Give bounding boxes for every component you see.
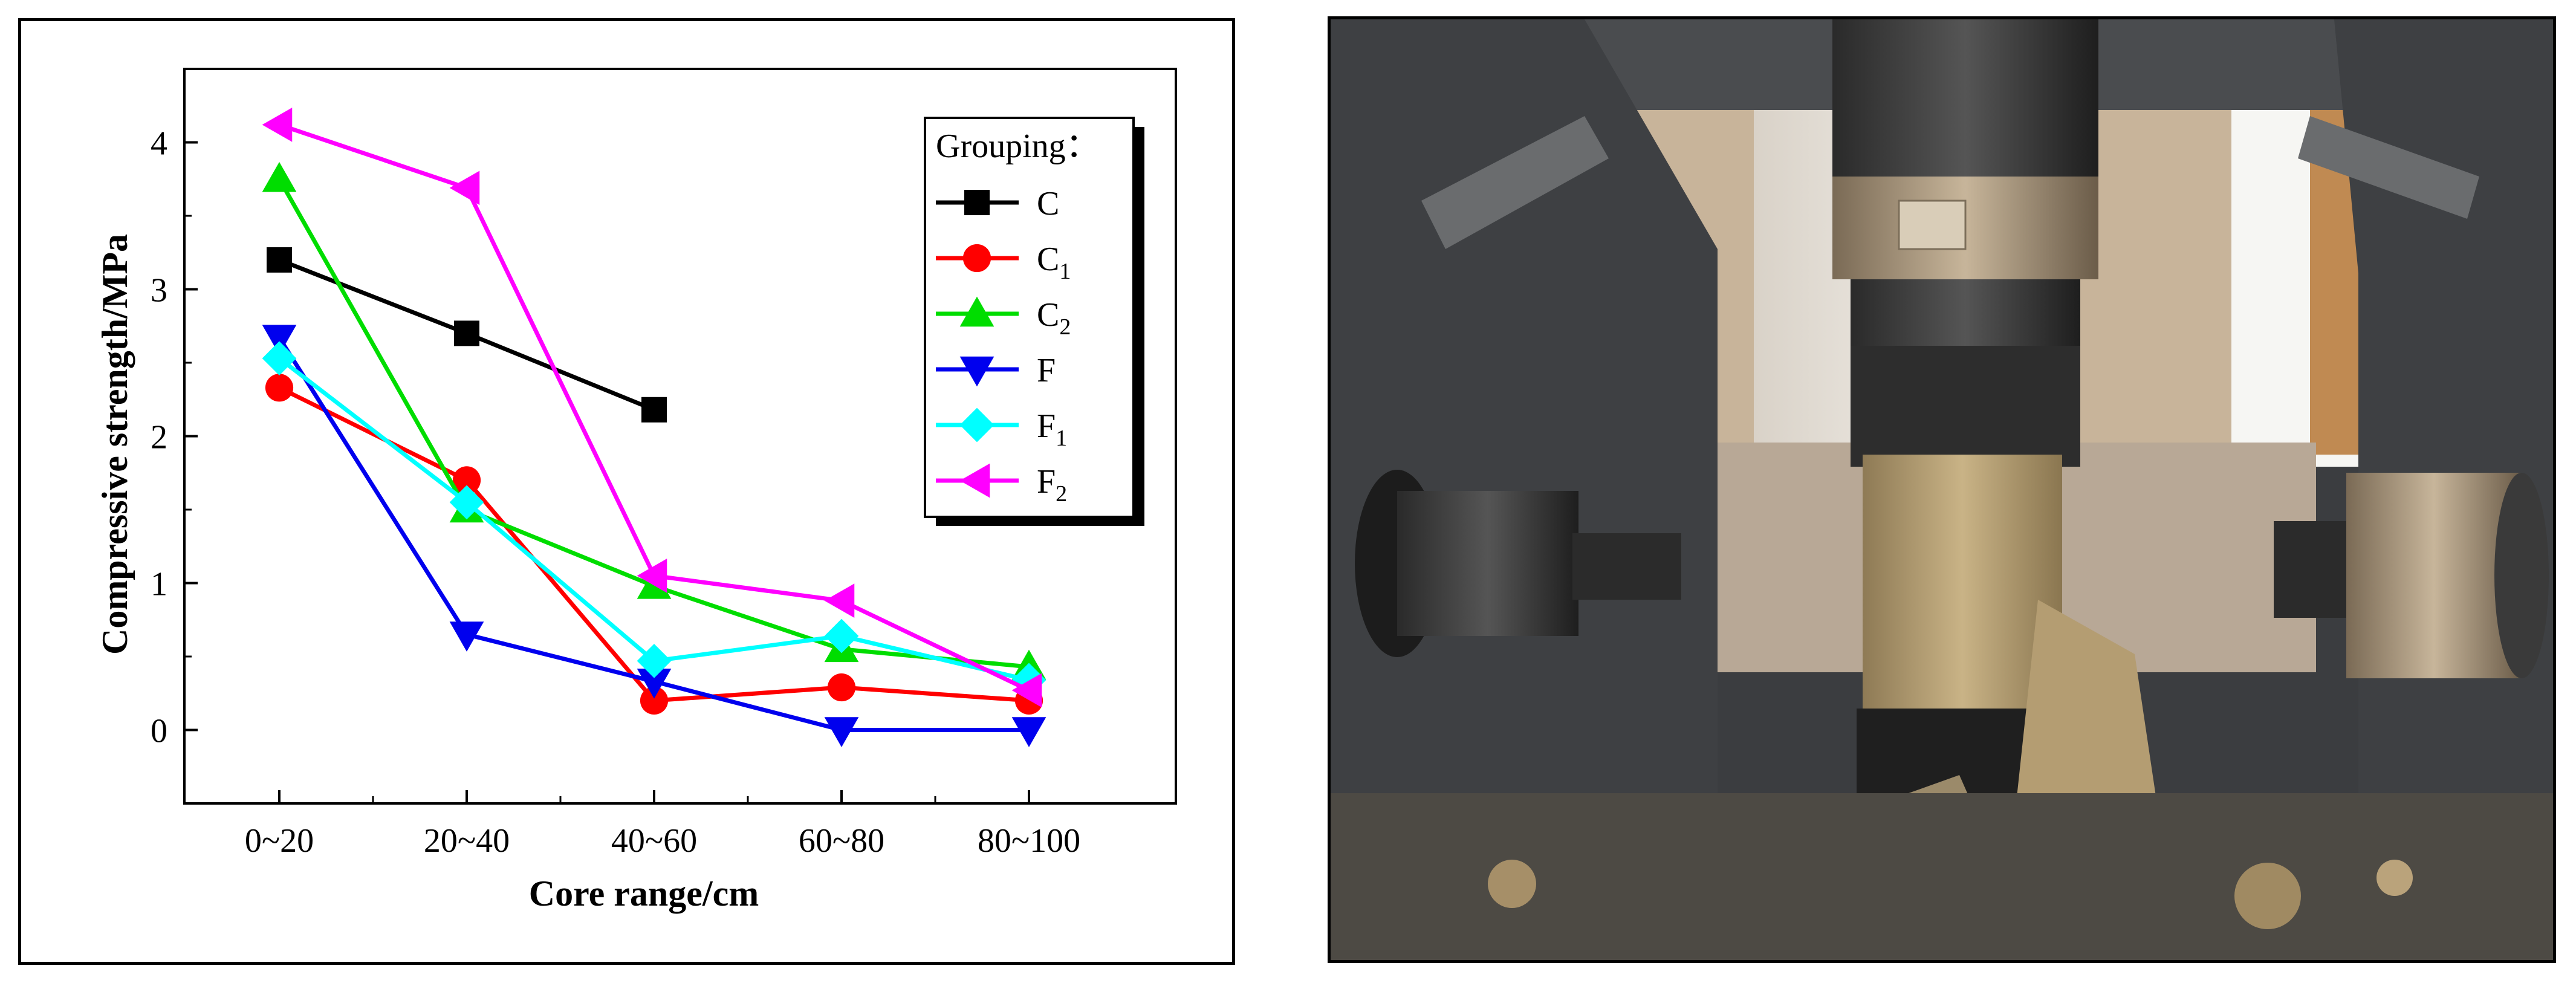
- data-point-C: [454, 320, 479, 346]
- data-point-F2: [262, 107, 293, 142]
- data-point-F: [262, 325, 297, 355]
- data-point-F: [449, 621, 484, 652]
- data-point-C1: [452, 466, 481, 495]
- data-point-F1: [262, 341, 297, 376]
- data-point-F: [824, 717, 859, 747]
- legend-marker-C: [964, 190, 990, 215]
- strength-line-chart: 0 1 2 3 4 0~20 20~40 40~60 60~80 80~100 Compressi…: [95, 68, 1177, 913]
- y-tick-label: 4: [151, 125, 167, 163]
- x-axis-label: Core range/cm: [529, 874, 759, 913]
- y-tick-label: 2: [151, 419, 167, 456]
- data-point-C: [267, 247, 292, 273]
- legend-label-C: C: [1037, 185, 1059, 222]
- x-tick-label: 80~100: [978, 822, 1080, 860]
- y-tick-label: 0: [151, 713, 167, 750]
- data-point-F1: [449, 485, 484, 520]
- x-tick-label: 60~80: [799, 822, 884, 860]
- data-point-F2: [1011, 673, 1042, 708]
- legend-marker-F1: [959, 407, 994, 443]
- series-C1: [265, 374, 1043, 715]
- x-tick-label: 40~60: [611, 822, 697, 860]
- legend-marker-C1: [962, 244, 991, 273]
- compression-test-photo: [1331, 19, 2553, 960]
- data-point-F: [1011, 717, 1046, 747]
- data-point-F2: [449, 170, 480, 206]
- data-point-C1: [265, 374, 294, 402]
- y-tick-label: 3: [151, 272, 167, 310]
- data-point-F1: [637, 643, 672, 678]
- data-point-C1: [640, 686, 669, 715]
- data-point-C1: [827, 673, 856, 702]
- data-point-C: [641, 397, 667, 423]
- series-F: [262, 325, 1046, 747]
- data-point-F: [637, 669, 672, 699]
- chart-panel: 0 1 2 3 4 0~20 20~40 40~60 60~80 80~100 Compressi…: [18, 18, 1235, 965]
- data-point-F2: [637, 559, 667, 593]
- y-axis-label: Compressive strength/MPa: [95, 234, 135, 655]
- data-point-C2: [262, 161, 297, 192]
- y-tick-label: 1: [151, 566, 167, 603]
- legend-marker-C2: [959, 296, 994, 327]
- legend-marker-F: [959, 356, 994, 387]
- legend-marker-F2: [959, 463, 990, 498]
- series-C: [267, 247, 667, 423]
- legend-title: Grouping：: [936, 128, 1100, 165]
- data-point-F2: [824, 583, 855, 618]
- data-point-F1: [824, 618, 859, 654]
- test-photo-panel: [1328, 16, 2556, 963]
- legend-label-F: F: [1037, 352, 1056, 389]
- x-tick-label: 20~40: [424, 822, 510, 860]
- series-F2: [262, 107, 1042, 708]
- x-tick-label: 0~20: [245, 822, 314, 860]
